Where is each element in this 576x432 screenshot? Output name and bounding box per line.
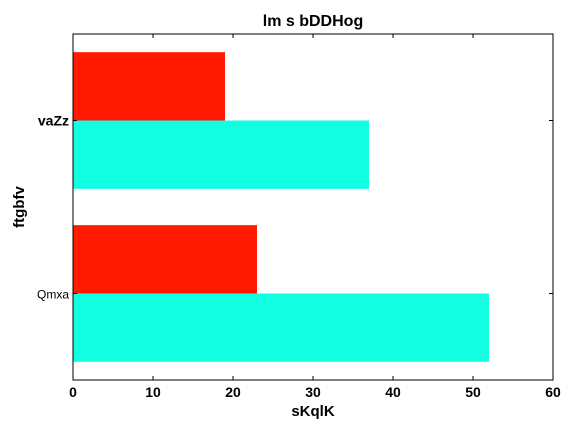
bar-vazz-series-2 bbox=[73, 52, 225, 121]
x-tick-label-20: 20 bbox=[225, 384, 241, 400]
x-axis-label: sKqlK bbox=[291, 403, 335, 420]
y-tick-label-vazz: vaZz bbox=[38, 113, 69, 129]
x-tick-label-50: 50 bbox=[465, 384, 481, 400]
x-tick-label-0: 0 bbox=[69, 384, 77, 400]
y-axis-ticks: Qmxa vaZz bbox=[37, 113, 553, 302]
y-tick-label-qmxa: Qmxa bbox=[37, 288, 69, 302]
chart-title: lm s bDDHog bbox=[263, 13, 363, 30]
x-axis-ticks: 0 10 20 30 40 50 60 bbox=[69, 34, 561, 400]
x-tick-label-40: 40 bbox=[385, 384, 401, 400]
x-tick-label-30: 30 bbox=[305, 384, 321, 400]
bar-qmxa-series-1 bbox=[73, 293, 489, 362]
x-tick-label-10: 10 bbox=[145, 384, 161, 400]
bar-vazz-series-1 bbox=[73, 120, 369, 189]
y-axis-label: ftgbfv bbox=[11, 186, 28, 228]
bars-group bbox=[73, 52, 489, 362]
bar-qmxa-series-2 bbox=[73, 225, 257, 294]
x-tick-label-60: 60 bbox=[545, 384, 561, 400]
